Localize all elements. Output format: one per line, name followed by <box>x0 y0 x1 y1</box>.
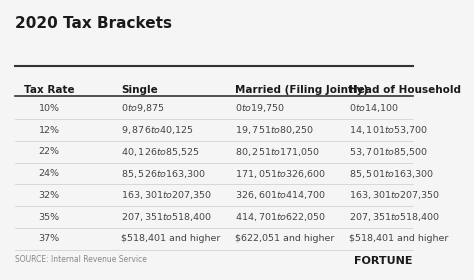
Text: $14,101 to $53,700: $14,101 to $53,700 <box>349 124 428 136</box>
Text: $0 to $14,100: $0 to $14,100 <box>349 102 400 114</box>
Text: $163,301 to $207,350: $163,301 to $207,350 <box>121 189 212 201</box>
Text: $0 to $19,750: $0 to $19,750 <box>235 102 285 114</box>
Text: $40,126 to $85,525: $40,126 to $85,525 <box>121 146 200 158</box>
Text: SOURCE: Internal Revenue Service: SOURCE: Internal Revenue Service <box>16 255 147 263</box>
Text: 2020 Tax Brackets: 2020 Tax Brackets <box>16 17 173 32</box>
Text: $0 to $9,875: $0 to $9,875 <box>121 102 165 114</box>
Text: $19,751 to $80,250: $19,751 to $80,250 <box>235 124 314 136</box>
Text: $53,701 to $85,500: $53,701 to $85,500 <box>349 146 428 158</box>
Text: $207,351 to $518,400: $207,351 to $518,400 <box>121 211 212 223</box>
Text: 12%: 12% <box>39 126 60 135</box>
Text: 37%: 37% <box>39 234 60 243</box>
Text: $518,401 and higher: $518,401 and higher <box>121 234 220 243</box>
Text: $9,876 to $40,125: $9,876 to $40,125 <box>121 124 194 136</box>
Text: $207,351 to $518,400: $207,351 to $518,400 <box>349 211 441 223</box>
Text: $171,051 to $326,600: $171,051 to $326,600 <box>235 168 327 179</box>
Text: Married (Filing Jointly): Married (Filing Jointly) <box>235 85 368 95</box>
Text: $414,701 to $622,050: $414,701 to $622,050 <box>235 211 327 223</box>
Text: $622,051 and higher: $622,051 and higher <box>235 234 335 243</box>
Text: 32%: 32% <box>39 191 60 200</box>
Text: 22%: 22% <box>39 147 60 156</box>
Text: 35%: 35% <box>39 213 60 222</box>
Text: FORTUNE: FORTUNE <box>354 256 413 266</box>
Text: Head of Household: Head of Household <box>349 85 461 95</box>
Text: Single: Single <box>121 85 158 95</box>
Text: 24%: 24% <box>39 169 60 178</box>
Text: 10%: 10% <box>39 104 60 113</box>
Text: $85,526 to $163,300: $85,526 to $163,300 <box>121 168 206 179</box>
Text: $80,251 to $171,050: $80,251 to $171,050 <box>235 146 320 158</box>
Text: Tax Rate: Tax Rate <box>24 85 74 95</box>
Text: $163,301 to $207,350: $163,301 to $207,350 <box>349 189 441 201</box>
Text: $85,501 to $163,300: $85,501 to $163,300 <box>349 168 435 179</box>
Text: $326,601 to $414,700: $326,601 to $414,700 <box>235 189 327 201</box>
Text: $518,401 and higher: $518,401 and higher <box>349 234 449 243</box>
